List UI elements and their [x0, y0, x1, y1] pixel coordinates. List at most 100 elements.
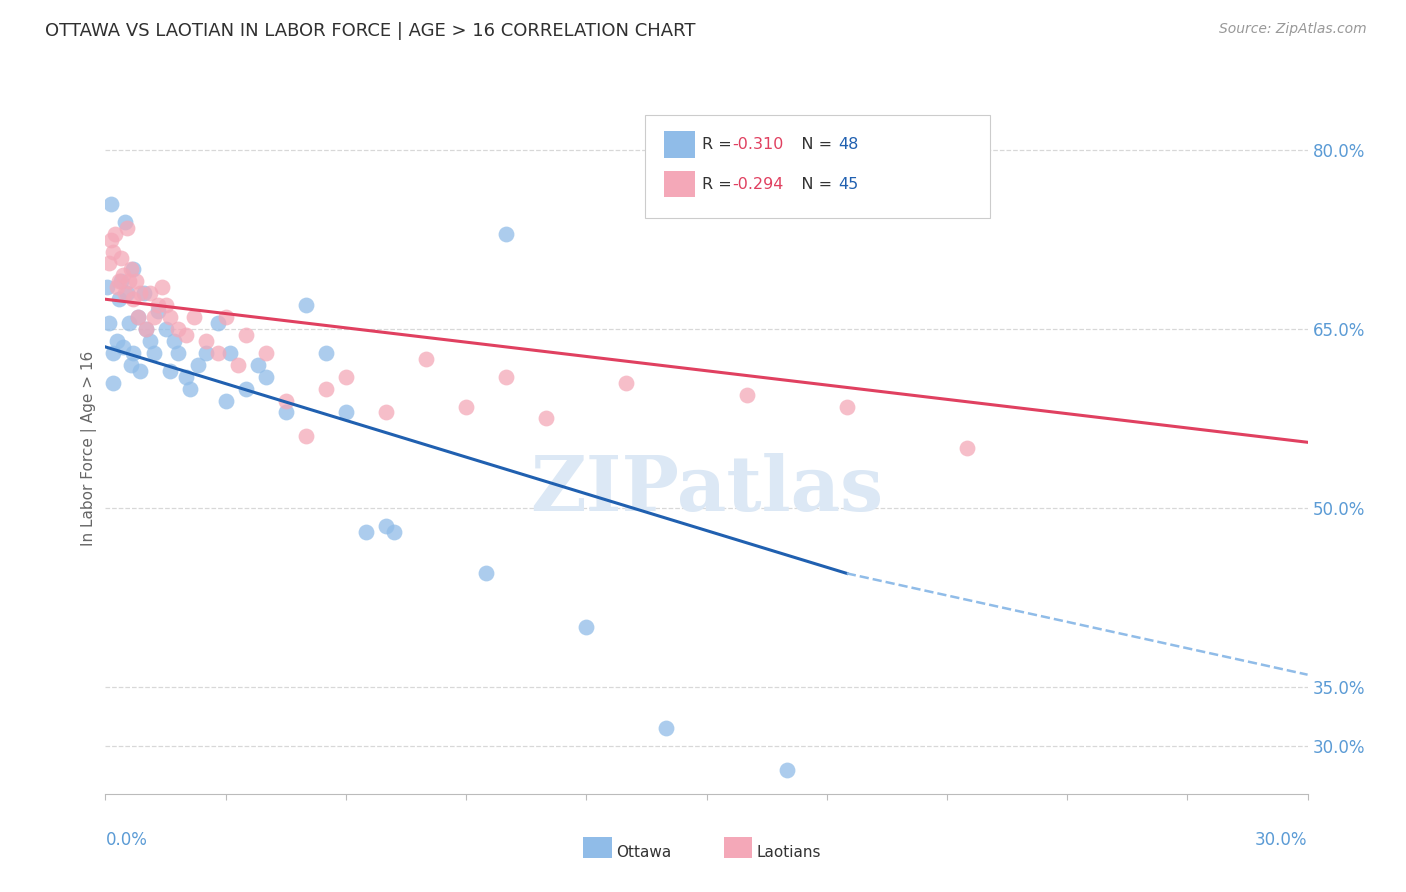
- Point: [575, 620, 598, 634]
- Text: 48: 48: [838, 137, 859, 153]
- Point: [534, 411, 557, 425]
- Point: [194, 334, 217, 348]
- Point: [138, 286, 160, 301]
- Point: [159, 310, 181, 325]
- Point: [274, 405, 297, 419]
- Point: [315, 346, 337, 360]
- Point: [155, 322, 177, 336]
- Point: [179, 382, 201, 396]
- Point: [128, 286, 150, 301]
- Point: [118, 274, 141, 288]
- Point: [128, 364, 150, 378]
- Text: N =: N =: [786, 137, 837, 153]
- Point: [214, 310, 236, 325]
- Point: [735, 387, 758, 401]
- Text: -0.294: -0.294: [733, 177, 785, 192]
- Point: [132, 286, 155, 301]
- Point: [235, 382, 257, 396]
- Point: [274, 393, 297, 408]
- Point: [103, 244, 125, 259]
- Point: [114, 215, 136, 229]
- Point: [374, 518, 398, 533]
- Text: N =: N =: [786, 177, 837, 192]
- Point: [335, 369, 357, 384]
- Point: [124, 274, 146, 288]
- Point: [295, 298, 318, 312]
- Point: [135, 322, 157, 336]
- Point: [100, 197, 122, 211]
- Text: R =: R =: [702, 137, 737, 153]
- Point: [108, 292, 131, 306]
- Point: [207, 346, 229, 360]
- Point: [112, 340, 135, 354]
- Point: [117, 286, 139, 301]
- Point: [475, 566, 498, 581]
- Point: [127, 310, 149, 325]
- Point: [110, 274, 132, 288]
- Point: [103, 376, 125, 390]
- Text: 45: 45: [838, 177, 858, 192]
- Point: [382, 524, 405, 539]
- Point: [655, 722, 678, 736]
- Point: [254, 369, 277, 384]
- Point: [122, 292, 145, 306]
- Y-axis label: In Labor Force | Age > 16: In Labor Force | Age > 16: [82, 351, 97, 546]
- Point: [207, 316, 229, 330]
- Text: -0.310: -0.310: [733, 137, 785, 153]
- Point: [118, 316, 141, 330]
- Point: [146, 298, 169, 312]
- Point: [616, 376, 638, 390]
- Text: Source: ZipAtlas.com: Source: ZipAtlas.com: [1219, 22, 1367, 37]
- Point: [495, 369, 517, 384]
- Point: [456, 400, 478, 414]
- Point: [835, 400, 858, 414]
- Point: [187, 358, 209, 372]
- Point: [114, 286, 136, 301]
- Text: R =: R =: [702, 177, 737, 192]
- Text: OTTAWA VS LAOTIAN IN LABOR FORCE | AGE > 16 CORRELATION CHART: OTTAWA VS LAOTIAN IN LABOR FORCE | AGE >…: [45, 22, 696, 40]
- Text: 30.0%: 30.0%: [1256, 831, 1308, 849]
- Point: [183, 310, 205, 325]
- Point: [112, 268, 135, 283]
- Point: [415, 351, 437, 366]
- Point: [246, 358, 269, 372]
- Point: [107, 280, 129, 294]
- Text: ZIPatlas: ZIPatlas: [530, 453, 883, 526]
- Point: [194, 346, 217, 360]
- Point: [159, 364, 181, 378]
- Point: [295, 429, 318, 443]
- Point: [235, 328, 257, 343]
- Text: Laotians: Laotians: [756, 846, 821, 860]
- Point: [162, 334, 184, 348]
- Point: [122, 346, 145, 360]
- Point: [96, 280, 118, 294]
- Point: [110, 251, 132, 265]
- Point: [121, 358, 143, 372]
- Point: [98, 316, 121, 330]
- Point: [174, 369, 197, 384]
- Text: 0.0%: 0.0%: [105, 831, 148, 849]
- Point: [103, 346, 125, 360]
- Point: [226, 358, 249, 372]
- Point: [174, 328, 197, 343]
- Point: [108, 274, 131, 288]
- Point: [374, 405, 398, 419]
- Point: [254, 346, 277, 360]
- Point: [354, 524, 377, 539]
- Point: [127, 310, 149, 325]
- Point: [98, 256, 121, 270]
- Text: Ottawa: Ottawa: [616, 846, 671, 860]
- Point: [218, 346, 240, 360]
- Point: [166, 322, 188, 336]
- Point: [104, 227, 127, 241]
- Point: [138, 334, 160, 348]
- Point: [166, 346, 188, 360]
- Point: [100, 233, 122, 247]
- Point: [135, 322, 157, 336]
- Point: [142, 310, 165, 325]
- Point: [142, 346, 165, 360]
- Point: [146, 304, 169, 318]
- Point: [776, 763, 799, 777]
- Point: [150, 280, 173, 294]
- Point: [122, 262, 145, 277]
